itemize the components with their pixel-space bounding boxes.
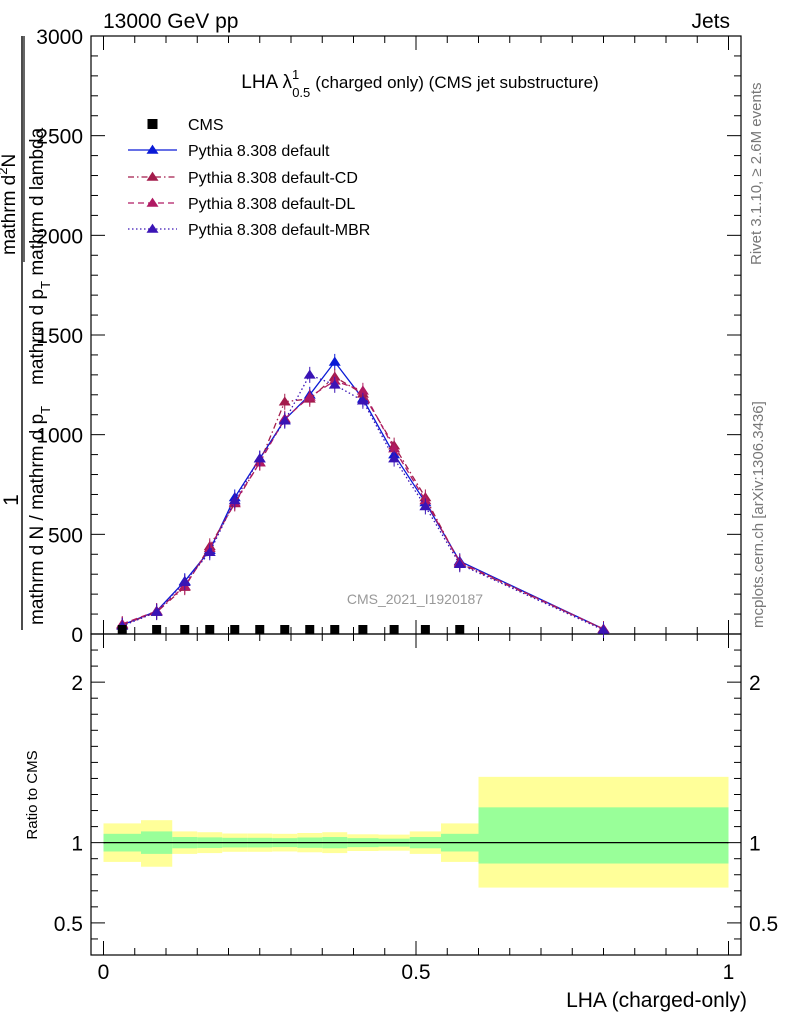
ratio-bands xyxy=(103,776,729,888)
cms-point xyxy=(255,625,265,634)
legend-label: Pythia 8.308 default-CD xyxy=(188,170,358,187)
main-y-tick-label: 1500 xyxy=(36,325,83,348)
series-point xyxy=(597,624,610,634)
header-left: 13000 GeV pp xyxy=(103,10,238,33)
legend: CMS Pythia 8.308 default Pythia 8.308 defa… xyxy=(128,117,370,239)
cms-point xyxy=(358,625,368,634)
ratio-y-tick-label: 1 xyxy=(71,833,83,856)
header-right: Jets xyxy=(691,10,730,33)
series-point xyxy=(328,379,341,389)
ylabel-denominator-b-tail: mathrm d lambda xyxy=(27,127,48,281)
series-point xyxy=(203,546,216,557)
main-y-tick-label: 1000 xyxy=(36,425,83,448)
series-point xyxy=(356,395,369,405)
legend-marker xyxy=(146,171,159,181)
series-point xyxy=(150,606,163,616)
legend-label: Pythia 8.308 default-MBR xyxy=(188,222,370,239)
ylabel-denominator-b: mathrm d pT mathrm d lambda xyxy=(27,127,53,385)
title-sup: 1 xyxy=(292,67,299,82)
ylabel-numerator-b-tail: N xyxy=(0,154,20,168)
legend-marker-cms xyxy=(147,119,158,129)
x-tick-label: 0 xyxy=(98,961,110,984)
title-sub: 0.5 xyxy=(292,85,310,100)
legend-marker xyxy=(146,223,159,233)
cms-point xyxy=(117,625,127,634)
ylabel-denominator-a: mathrm d N / mathrm d pT xyxy=(27,406,53,625)
ylabel-numerator-b-sup: 2 xyxy=(0,168,10,175)
ratio-y-tick-label-right: 1 xyxy=(749,833,761,856)
main-axes: 0 500 1000 1500 2000 2500 3000 xyxy=(36,26,742,647)
legend-marker xyxy=(146,144,159,154)
mcplots-label: mcplots.cern.ch [arXiv:1306.3436] xyxy=(750,401,767,628)
main-y-tick-label: 2500 xyxy=(36,126,83,149)
ylabel-denominator-a-main: mathrm d N / mathrm d p xyxy=(27,414,48,625)
ylabel-denominator-b-sub: T xyxy=(38,281,53,289)
title-main: LHA λ xyxy=(241,72,292,93)
title-suffix: (charged only) (CMS jet substructure) xyxy=(315,73,598,92)
series-point xyxy=(178,576,191,586)
series-point xyxy=(303,369,316,379)
ratio-band-inner xyxy=(478,807,729,864)
main-y-tick-label: 3000 xyxy=(36,26,83,49)
ylabel-numerator-b: mathrm d2N xyxy=(0,154,20,255)
main-y-tick-label: 2000 xyxy=(36,225,83,248)
main-series xyxy=(116,353,610,639)
ratio-y-tick-label-right: 2 xyxy=(749,672,761,695)
cms-point xyxy=(280,625,290,634)
legend-label: Pythia 8.308 default xyxy=(188,143,330,160)
x-axis-title: LHA (charged-only) xyxy=(566,989,747,1012)
ratio-y-tick-label-right: 0.5 xyxy=(749,913,778,936)
main-y-tick-label: 0 xyxy=(71,624,83,647)
series-point xyxy=(253,453,266,463)
rivet-label: Rivet 3.1.10, ≥ 2.6M events xyxy=(748,83,765,266)
x-tick-label: 1 xyxy=(723,961,735,984)
series-point xyxy=(328,356,341,366)
ylabel-numerator-b-main: mathrm d xyxy=(0,175,20,255)
ratio-y-tick-label: 0.5 xyxy=(54,913,83,936)
series-point xyxy=(419,501,432,511)
series-point xyxy=(303,391,316,401)
series-point xyxy=(228,495,241,505)
main-y-tick-label: 500 xyxy=(48,524,83,547)
series-point xyxy=(278,396,291,406)
ratio-y-tick-label: 2 xyxy=(71,672,83,695)
watermark: CMS_2021_I1920187 xyxy=(347,591,483,607)
ylabel-denominator-b-main: mathrm d p xyxy=(27,289,48,385)
cms-point xyxy=(389,625,399,634)
legend-label: CMS xyxy=(188,117,224,134)
cms-point xyxy=(180,625,190,634)
legend-label: Pythia 8.308 default-DL xyxy=(188,196,355,213)
cms-point xyxy=(305,625,315,634)
main-title: LHA λ1 0.5 (charged only) (CMS jet substru… xyxy=(241,67,598,100)
x-tick-label: 0.5 xyxy=(401,961,430,984)
series-point xyxy=(388,443,401,453)
series-point xyxy=(453,558,466,569)
cms-point xyxy=(230,625,240,634)
series-line xyxy=(122,360,604,630)
legend-marker xyxy=(146,197,159,207)
series-point xyxy=(278,415,291,425)
cms-point xyxy=(152,625,162,634)
cms-point xyxy=(420,625,430,634)
ratio-y-label: Ratio to CMS xyxy=(24,750,41,839)
ylabel-denominator-a-sub: T xyxy=(38,406,53,414)
series-line xyxy=(122,380,604,630)
cms-point xyxy=(330,625,340,634)
cms-point xyxy=(455,625,465,634)
cms-point xyxy=(205,625,215,634)
series-line xyxy=(122,374,604,631)
y-axis-title: 1 mathrm d N / mathrm d pT mathrm d2N ma… xyxy=(0,36,53,630)
series-point xyxy=(356,385,369,395)
series-point xyxy=(388,453,401,463)
ylabel-one: 1 xyxy=(0,494,23,506)
